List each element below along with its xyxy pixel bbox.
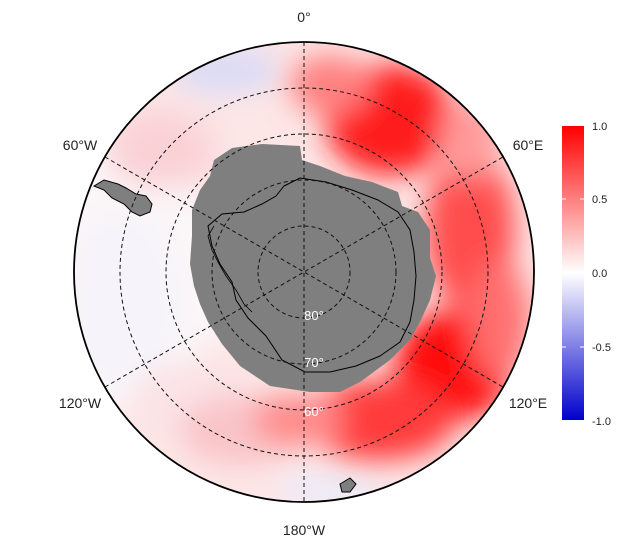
lon-label-120e: 120°E bbox=[509, 395, 547, 411]
lon-label-60e: 60°E bbox=[513, 137, 544, 153]
colorbar-tick-1.0: 1.0 bbox=[592, 121, 607, 133]
lat-label-70: 70° bbox=[304, 355, 324, 370]
colorbar-tick-0.5: 0.5 bbox=[592, 194, 607, 206]
lat-label-60: 60° bbox=[304, 404, 324, 419]
lat-label-80: 80° bbox=[304, 308, 324, 323]
antarctica-land bbox=[190, 144, 436, 392]
colorbar-tick-neg0.5: -0.5 bbox=[592, 342, 611, 354]
colorbar-tick-0.0: 0.0 bbox=[592, 268, 607, 280]
lon-label-60w: 60°W bbox=[63, 137, 98, 153]
lon-label-0: 0° bbox=[297, 9, 310, 25]
colorbar-tick-neg1.0: -1.0 bbox=[592, 416, 611, 428]
colorbar-gradient bbox=[562, 126, 584, 420]
lat-circle-70 bbox=[211, 179, 397, 365]
lat-circle-60 bbox=[165, 133, 443, 411]
lon-label-120w: 120°W bbox=[59, 395, 102, 411]
island-south bbox=[339, 477, 357, 493]
map-boundary bbox=[73, 41, 535, 503]
colorbar: 1.0 0.5 0.0 -0.5 -1.0 bbox=[562, 121, 611, 428]
graticule bbox=[104, 42, 504, 502]
south-america-tip bbox=[92, 179, 153, 217]
lon-label-180w: 180°W bbox=[283, 522, 326, 538]
anomaly-field bbox=[74, 42, 534, 502]
ice-shelf-coastline bbox=[207, 177, 417, 373]
